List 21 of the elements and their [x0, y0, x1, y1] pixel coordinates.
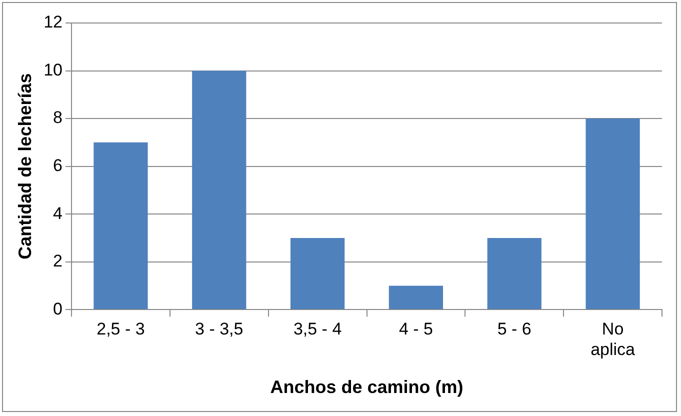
bar [290, 238, 345, 310]
bar [487, 238, 542, 310]
x-tick-label: 3,5 - 4 [293, 319, 342, 338]
x-tick-label: 2,5 - 3 [96, 319, 145, 338]
y-axis-title: Cantidad de lecherías [14, 73, 35, 260]
bar [586, 118, 640, 310]
y-tick-label: 8 [53, 108, 63, 128]
y-tick-label: 4 [53, 204, 63, 223]
x-axis-title: Anchos de camino (m) [270, 377, 464, 398]
y-tick-label: 0 [53, 299, 63, 318]
x-tick-label: 4 - 5 [398, 319, 433, 338]
bar [94, 142, 148, 310]
bar [388, 286, 444, 310]
y-tick-label: 12 [44, 12, 63, 32]
x-tick-label: No aplica [590, 319, 636, 359]
y-tick-label: 6 [53, 156, 63, 175]
x-tick-label: 3 - 3,5 [195, 319, 244, 338]
bar [192, 70, 246, 310]
y-tick-label: 2 [53, 252, 63, 271]
y-tick-label: 10 [44, 60, 63, 80]
x-tick-label: 5 - 6 [497, 319, 532, 338]
